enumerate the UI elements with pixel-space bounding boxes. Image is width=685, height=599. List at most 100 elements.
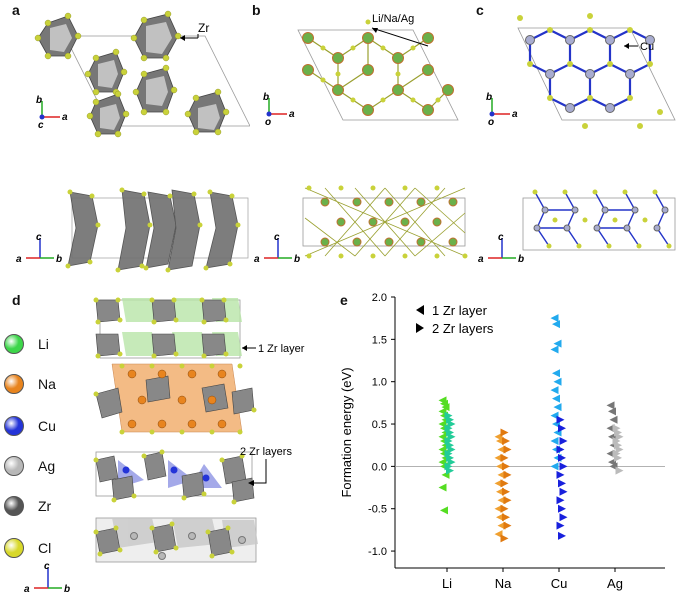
legend-label: Cu xyxy=(38,418,56,434)
x-tick-label: Cu xyxy=(551,576,568,591)
data-point xyxy=(503,496,512,505)
axis-label-origin: o xyxy=(488,117,494,128)
data-point xyxy=(502,436,510,445)
one-zr-layer-annotation: 1 Zr layer xyxy=(242,343,305,355)
legend-label: Ag xyxy=(38,458,56,474)
data-point xyxy=(556,496,565,505)
axis-gizmo-a-bottom: c a b xyxy=(16,232,62,265)
axis-gizmo-d: c a b xyxy=(24,561,70,595)
data-point xyxy=(559,462,568,471)
legend-swatch xyxy=(4,456,24,476)
axis-label-b: b xyxy=(263,92,269,103)
na-structure xyxy=(93,363,257,435)
x-tick-label: Na xyxy=(495,576,512,591)
data-point xyxy=(559,513,568,522)
data-point xyxy=(502,513,510,522)
legend-item-li: Li xyxy=(4,334,49,354)
li-na-ag-atom xyxy=(302,32,454,116)
panel-b-top-structure: Li/Na/Ag xyxy=(297,13,459,121)
ag-structure xyxy=(93,517,258,563)
data-point xyxy=(447,458,456,467)
ag-atom xyxy=(130,532,246,560)
data-point xyxy=(558,504,566,513)
axis-gizmo-c-top: b a o xyxy=(486,92,518,128)
axis-label-b: b xyxy=(64,584,70,595)
legend-label: Na xyxy=(38,376,56,392)
legend-item-zr: Zr xyxy=(4,496,51,516)
panel-letter-c: c xyxy=(476,2,484,18)
axis-label-c: c xyxy=(44,561,50,572)
axis-label-c: c xyxy=(498,232,504,243)
axis-label-c: c xyxy=(36,232,42,243)
axis-label-b: b xyxy=(518,254,524,265)
li-na-ag-annotation: Li/Na/Ag xyxy=(372,13,414,25)
panel-b-side-structure xyxy=(302,185,468,259)
series-li-2zr xyxy=(444,411,456,475)
x-tick-label: Ag xyxy=(607,576,623,591)
data-point xyxy=(615,432,624,441)
data-point xyxy=(606,401,615,410)
axis-gizmo-a-top: b a c xyxy=(36,95,68,131)
data-point xyxy=(609,415,618,424)
y-tick-label: -0.5 xyxy=(368,504,387,516)
axis-gizmo-c-bottom: c a b xyxy=(478,232,524,265)
cu-atom xyxy=(533,206,669,232)
data-point xyxy=(556,445,565,454)
legend-marker xyxy=(416,323,424,333)
legend-swatch xyxy=(4,538,24,558)
data-point xyxy=(447,432,456,441)
legend-label: 1 Zr layer xyxy=(432,303,488,318)
cu-atom xyxy=(525,35,655,113)
legend-swatch xyxy=(4,374,24,394)
legend-item-ag: Ag xyxy=(4,456,55,476)
panel-letter-e: e xyxy=(340,292,348,308)
data-point xyxy=(615,466,624,475)
y-tick-label: -1.0 xyxy=(368,546,387,558)
y-tick-label: 1.0 xyxy=(372,377,387,389)
legend-item-cl: Cl xyxy=(4,538,51,558)
data-point xyxy=(615,445,624,454)
data-point xyxy=(553,339,562,348)
formation-energy-chart: 2.0 1.5 1.0 0.5 0.0 -0.5 -1.0 Formation energy … xyxy=(339,292,665,591)
axis-label-a: a xyxy=(478,254,484,265)
x-tick-label: Li xyxy=(442,576,452,591)
axis-label-b: b xyxy=(486,92,492,103)
li-structure xyxy=(93,297,242,359)
legend-item-cu: Cu xyxy=(4,416,56,436)
axis-label-a: a xyxy=(62,112,68,123)
zr-annotation: Zr xyxy=(198,21,209,35)
two-zr-layers-label: 2 Zr layers xyxy=(240,446,292,458)
axis-label-b: b xyxy=(294,254,300,265)
data-point xyxy=(558,531,566,540)
y-tick-label: 0.5 xyxy=(372,419,387,431)
data-point xyxy=(500,428,509,437)
data-point xyxy=(558,479,566,488)
data-point xyxy=(503,521,512,530)
data-point xyxy=(500,453,509,462)
panel-a-side-structure xyxy=(65,187,249,273)
data-point xyxy=(608,407,616,416)
data-point xyxy=(553,403,562,412)
axis-label-origin: o xyxy=(265,117,271,128)
panel-c-top-structure: Cu xyxy=(517,13,676,129)
y-tick-label: 0.0 xyxy=(372,461,387,473)
data-point xyxy=(556,415,565,424)
series-na-2zr xyxy=(500,428,512,543)
one-zr-layer-label: 1 Zr layer xyxy=(258,343,305,355)
axis-label-c: c xyxy=(274,232,280,243)
axis-label-a: a xyxy=(512,109,518,120)
legend-marker xyxy=(416,305,424,315)
data-point xyxy=(550,436,559,445)
data-point xyxy=(447,445,456,454)
data-point xyxy=(556,470,565,479)
data-point xyxy=(559,436,568,445)
data-point xyxy=(552,320,560,329)
legend-label: Li xyxy=(38,336,49,352)
data-point xyxy=(558,453,566,462)
axis-label-a: a xyxy=(24,584,30,595)
legend-swatch xyxy=(4,416,24,436)
axis-gizmo-b-top: b a o xyxy=(263,92,295,128)
data-point xyxy=(500,534,509,543)
panel-letter-d: d xyxy=(12,292,21,308)
series-cu-2zr xyxy=(556,415,568,540)
